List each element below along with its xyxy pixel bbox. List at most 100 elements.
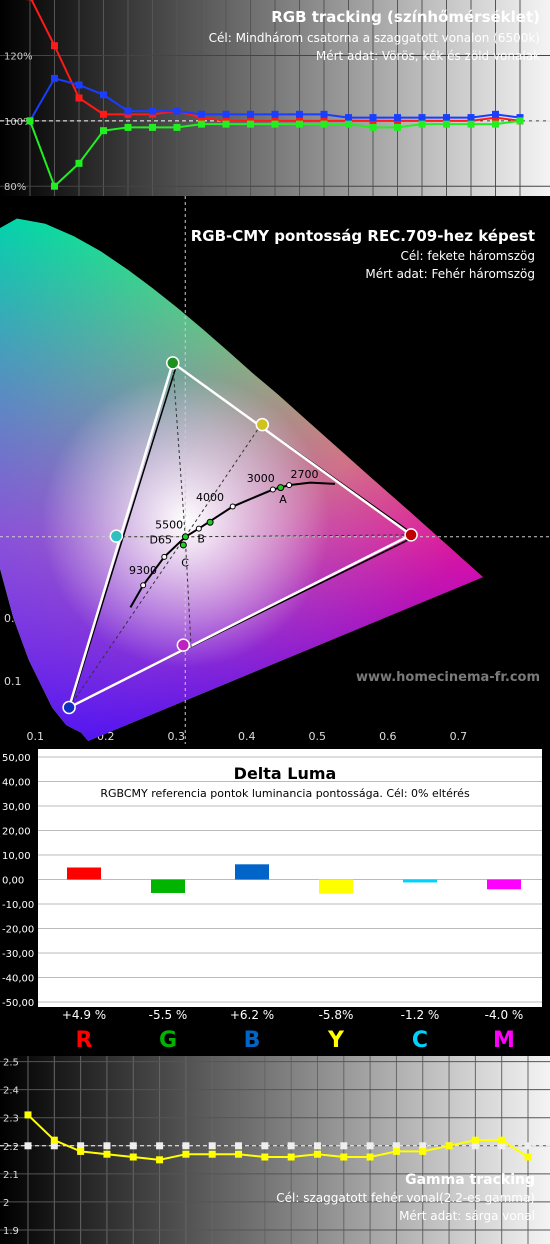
series-point-2 [271,120,279,128]
gamma-point [50,1136,58,1144]
series-point-0 [100,110,107,118]
secondary-marker [109,529,124,543]
planck-label: 9300 [129,564,157,577]
target-point [103,1142,111,1150]
primary-guide [68,536,186,708]
planck-label: C [181,556,189,569]
y-tick-label: -50,00 [2,998,34,1009]
secondary-marker [255,417,270,432]
series-point-1 [418,114,426,122]
target-point [261,1142,269,1150]
x-tick-label: 0.5 [309,730,327,743]
gamut-subtitle-2: Mért adat: Fehér háromszög [365,267,535,281]
series-point-1 [271,110,279,118]
y-tick-label: 0.1 [4,675,22,688]
series-point-2 [124,123,132,131]
bar-category-label: M [493,1028,515,1053]
bar-category-label: R [76,1028,93,1053]
gamma-point [392,1147,400,1155]
delta-luma-subtitle: RGBCMY referencia pontok luminancia pont… [100,787,470,800]
cie-white-glow [0,218,484,741]
target-point [524,1142,532,1150]
x-tick-label: 0.4 [238,730,256,743]
series-point-2 [467,120,475,128]
series-point-1 [467,114,475,122]
y-tick-label: 2.2 [3,1142,19,1153]
gamut-chart: 0.10.20.30.40.50.60.70.10.20.30.40.50.60… [0,196,550,744]
bar-category-label: Y [327,1028,345,1053]
series-point-1 [198,110,205,118]
gamut-subtitle-1: Cél: fekete háromszög [400,249,535,263]
bar-r [67,867,101,880]
gamma-point [235,1150,243,1158]
illuminant-point [206,518,214,526]
bar-y [319,879,353,894]
series-point-1 [100,91,107,99]
locus-point [195,525,202,532]
y-tick-label: 2.1 [3,1170,19,1181]
y-tick-label: 1.9 [3,1226,19,1237]
series-point-1 [75,81,83,89]
primary-marker [166,356,180,370]
primary-marker [404,528,418,542]
planck-label: A [279,493,287,506]
y-tick-label: 10,00 [2,851,31,862]
target-point [287,1142,295,1150]
series-point-1 [443,114,450,122]
gamma-point [156,1156,164,1164]
series-point-2 [369,123,377,131]
target-point [208,1142,216,1150]
series-point-2 [222,120,230,128]
watermark: www.homecinema-fr.com [356,670,540,685]
y-tick-label: 40,00 [2,778,31,789]
locus-point [229,503,236,510]
rgb-tracking-subtitle-2: Mért adat: Vörös, kék és zöld vonalak [316,49,540,63]
y-tick-label: 80% [4,182,26,193]
bar-category-label: B [244,1028,261,1053]
gamma-point [313,1150,321,1158]
y-tick-label: 50,00 [2,753,31,764]
bar-b [235,864,269,880]
y-tick-label: 120% [4,52,33,63]
series-point-1 [369,114,377,122]
rgb-tracking-title: RGB tracking (színhőmérséklet) [271,8,540,26]
primary-guide [172,362,186,537]
series-point-1 [296,110,303,118]
bar-g [151,879,185,893]
series-point-2 [26,117,34,125]
gamma-point [182,1150,190,1158]
gamut-svg: 0.10.20.30.40.50.60.70.10.20.30.40.50.60… [0,196,550,744]
series-point-0 [51,42,58,50]
series-point-1 [394,114,401,122]
target-point [313,1142,321,1150]
bar-value-label: -1.2 % [401,1008,440,1022]
gamma-point [340,1153,348,1161]
gamma-point [261,1153,269,1161]
series-point-2 [320,120,328,128]
y-tick-label: -10,00 [2,900,34,911]
series-point-2 [173,123,181,131]
target-point [419,1142,427,1150]
rgb-tracking-subtitle-1: Cél: Mindhárom csatorna a szaggatott von… [209,31,540,45]
planck-label: 3000 [247,472,275,485]
series-point-2 [418,120,426,128]
series-point-1 [247,110,254,118]
series-point-1 [173,107,181,115]
y-tick-label: 2.5 [3,1058,19,1069]
gamma-tracking-svg: 2.5 2.4 2.3 2.2 2.1 2 1.9 Gamma tracking Cél: … [0,1056,550,1244]
series-point-2 [247,120,254,128]
series-point-2 [149,123,156,131]
planck-label: D65 [149,534,171,547]
target-point [129,1142,137,1150]
rgb-tracking-svg: 120% 100% 80% RGB tracking (színhőmérsékle… [0,0,550,196]
series-point-2 [345,120,352,128]
secondary-guide [184,425,261,538]
target-point [156,1142,164,1150]
bar-category-label: G [159,1028,177,1053]
target-point [77,1142,85,1150]
locus-point [140,582,147,589]
gamut-title: RGB-CMY pontosság REC.709-hez képest [191,227,535,245]
x-tick-label: 0.6 [379,730,397,743]
gamma-point [524,1153,532,1161]
gamma-point [498,1136,506,1144]
